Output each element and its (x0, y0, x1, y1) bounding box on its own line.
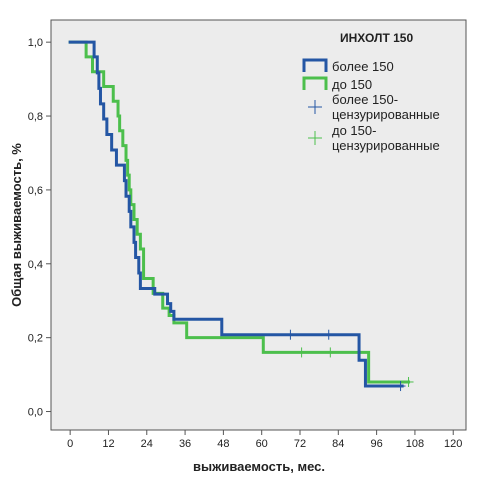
legend-swatch-upto-150 (302, 76, 328, 90)
y-tick-label: 0,8 (28, 111, 43, 123)
x-tick-label: 108 (406, 438, 424, 450)
legend-label-line: цензурированные (332, 138, 440, 153)
x-tick-label: 0 (67, 438, 73, 450)
legend-censor-swatch-more-150 (308, 100, 322, 114)
y-tick-label: 0,0 (28, 407, 43, 419)
legend-label-line: цензурированные (332, 107, 440, 122)
legend-label: более 150 (332, 59, 394, 74)
legend-label-line: до 150- (332, 123, 376, 138)
x-tick-label: 96 (370, 438, 382, 450)
censor-mark-upto-150 (325, 347, 336, 358)
legend-censor-swatch-upto-150 (308, 131, 322, 145)
censor-mark-more-150 (395, 381, 406, 392)
x-tick-label: 120 (444, 438, 462, 450)
legend-title: ИНХОЛТ 150 (340, 31, 413, 45)
x-axis-title: выживаемость, мес. (193, 459, 325, 474)
y-tick-label: 0,6 (28, 185, 43, 197)
y-tick-label: 0,4 (28, 259, 43, 271)
x-tick-label: 48 (217, 438, 229, 450)
x-tick-label: 36 (179, 438, 191, 450)
censor-mark-more-150 (285, 329, 296, 340)
legend-label: до 150 (332, 77, 372, 92)
x-tick-label: 84 (332, 438, 344, 450)
x-tick-label: 24 (141, 438, 153, 450)
y-tick-label: 0,2 (28, 333, 43, 345)
censor-mark-upto-150 (296, 347, 307, 358)
legend-swatch-more-150 (302, 58, 328, 72)
series-lines (68, 40, 414, 392)
axes: 0 12 24 36 48 60 72 84 96 108 120 0,0 0,2 0,4 0,6 0,8 1,… (28, 37, 463, 450)
y-tick-label: 1,0 (28, 37, 43, 49)
series-line-more-150 (68, 40, 404, 388)
y-axis-title: Общая выживаемость, % (9, 143, 24, 307)
plot-area (50, 19, 467, 431)
censor-mark-upto-150 (403, 376, 414, 387)
censor-mark-more-150 (323, 329, 334, 340)
x-tick-label: 12 (102, 438, 114, 450)
x-tick-label: 60 (256, 438, 268, 450)
x-tick-label: 72 (294, 438, 306, 450)
legend-label-line: более 150- (332, 92, 398, 107)
